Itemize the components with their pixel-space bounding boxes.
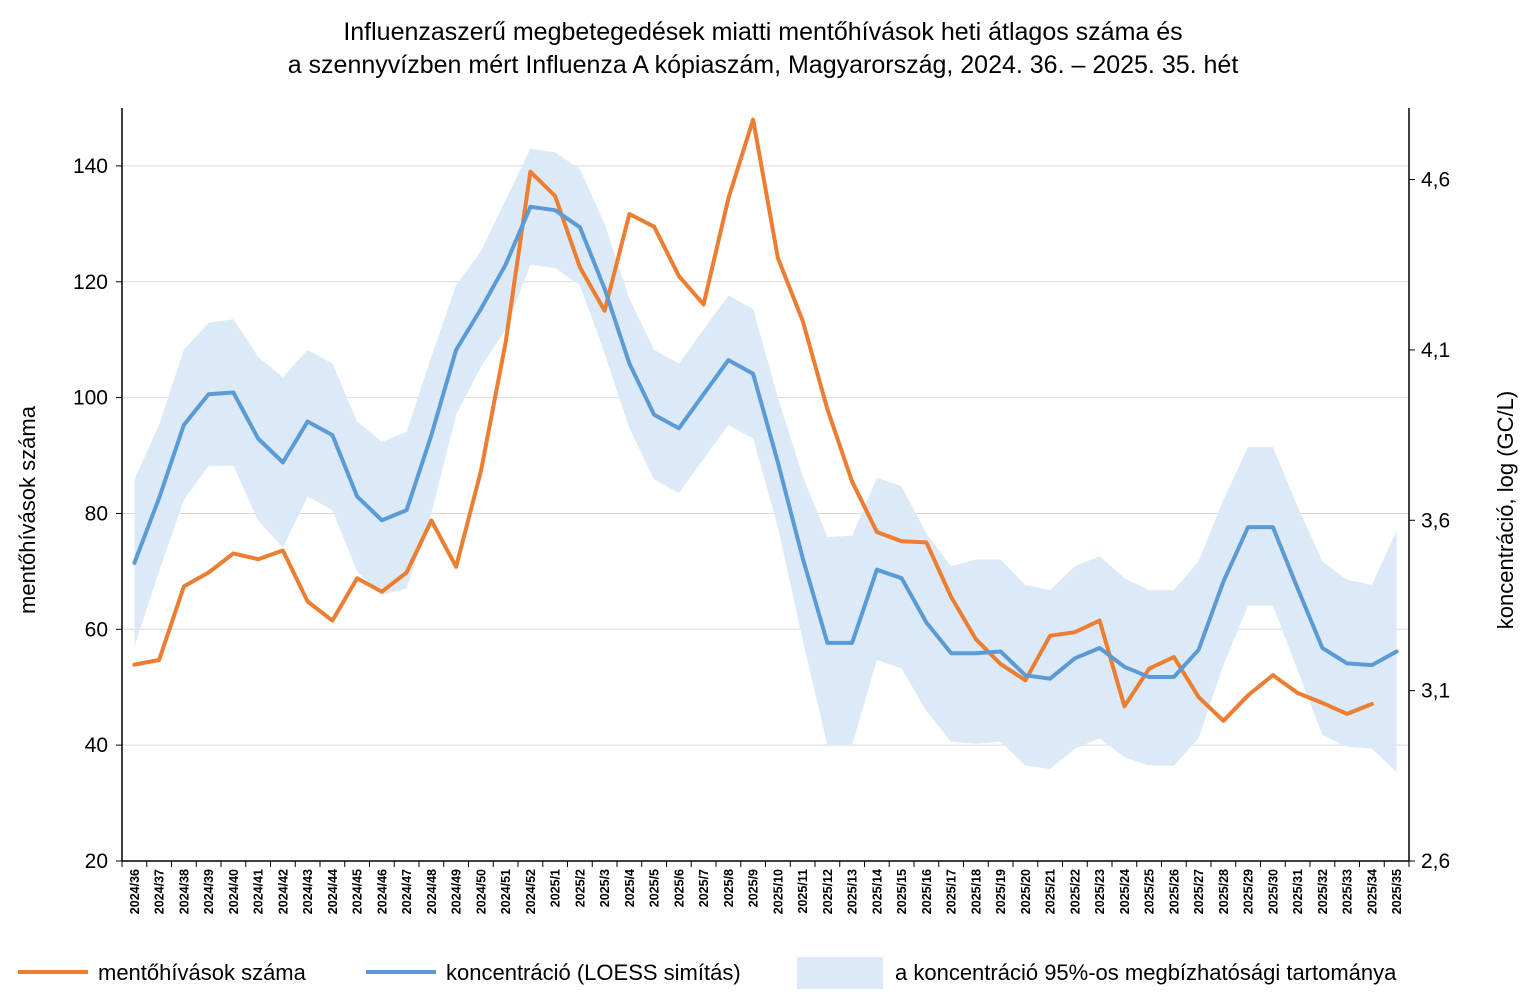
chart-title-line: a szennyvízben mért Influenza A kópiaszá… bbox=[288, 51, 1239, 79]
confidence-band-area bbox=[134, 148, 1397, 773]
x-tick-label: 2024/42 bbox=[276, 869, 290, 914]
y-right-tick-label: 3,6 bbox=[1421, 509, 1450, 532]
x-tick-label: 2024/50 bbox=[474, 869, 488, 914]
x-tick-label: 2025/9 bbox=[747, 869, 761, 907]
y-left-tick-label: 120 bbox=[73, 271, 108, 294]
y-left-tick-label: 60 bbox=[85, 618, 108, 641]
legend-label: a koncentráció 95%-os megbízhatósági tar… bbox=[895, 960, 1397, 985]
x-tick-label: 2024/44 bbox=[326, 869, 340, 914]
x-tick-label: 2025/35 bbox=[1390, 869, 1404, 914]
x-tick-label: 2025/26 bbox=[1167, 869, 1181, 914]
legend-label: koncentráció (LOESS simítás) bbox=[446, 960, 741, 985]
y-left-tick-label: 140 bbox=[73, 155, 108, 178]
x-tick-label: 2025/14 bbox=[870, 869, 884, 914]
x-tick-label: 2025/23 bbox=[1093, 869, 1107, 914]
y-right-axis-title: koncentráció, log (GC/L) bbox=[1493, 391, 1518, 629]
x-tick-label: 2025/22 bbox=[1068, 869, 1082, 914]
x-tick-label: 2025/2 bbox=[573, 869, 587, 907]
x-tick-label: 2025/30 bbox=[1266, 869, 1280, 914]
y-left-tick-label: 100 bbox=[73, 387, 108, 410]
series-line bbox=[132, 117, 1374, 723]
x-tick-label: 2025/28 bbox=[1217, 869, 1231, 914]
x-tick-label: 2024/47 bbox=[400, 869, 414, 914]
axes: 20 40 60 80 100 120 140 2,6 3,1 3,6 4,1 4,6 2024/36 2… bbox=[15, 108, 1518, 914]
y-left-tick-label: 40 bbox=[85, 734, 108, 757]
series-lines bbox=[132, 117, 1399, 723]
x-tick-label: 2025/3 bbox=[598, 869, 612, 907]
x-tick-label: 2024/38 bbox=[177, 869, 191, 914]
x-tick-label: 2024/49 bbox=[450, 869, 464, 914]
x-tick-label: 2025/33 bbox=[1341, 869, 1355, 914]
chart-title: Influenzaszerű megbetegedések miatti men… bbox=[288, 18, 1239, 79]
x-tick-label: 2025/11 bbox=[796, 869, 810, 914]
x-tick-label: 2024/46 bbox=[375, 869, 389, 914]
x-tick-label: 2025/31 bbox=[1291, 869, 1305, 914]
series-line bbox=[132, 204, 1399, 681]
x-tick-label: 2024/51 bbox=[499, 869, 513, 914]
legend-swatch-band bbox=[797, 957, 883, 989]
x-tick-label: 2025/24 bbox=[1118, 869, 1132, 914]
y-right-tick-label: 4,6 bbox=[1421, 169, 1450, 192]
x-tick-label: 2025/16 bbox=[920, 869, 934, 914]
x-tick-label: 2025/4 bbox=[623, 869, 637, 907]
x-tick-label: 2025/27 bbox=[1192, 869, 1206, 914]
x-tick-label: 2024/41 bbox=[252, 869, 266, 914]
x-tick-label: 2025/5 bbox=[648, 869, 662, 907]
x-tick-label: 2024/48 bbox=[425, 869, 439, 914]
x-tick-label: 2025/20 bbox=[1019, 869, 1033, 914]
confidence-band bbox=[134, 148, 1397, 773]
x-tick-label: 2025/12 bbox=[821, 869, 835, 914]
x-tick-label: 2024/45 bbox=[351, 869, 365, 914]
x-tick-label: 2024/40 bbox=[227, 869, 241, 914]
x-tick-label: 2024/39 bbox=[202, 869, 216, 914]
x-tick-label: 2025/13 bbox=[846, 869, 860, 914]
x-tick-label: 2025/6 bbox=[672, 869, 686, 907]
x-tick-label: 2025/10 bbox=[771, 869, 785, 914]
x-tick-label: 2024/43 bbox=[301, 869, 315, 914]
y-left-tick-label: 20 bbox=[85, 850, 108, 873]
y-right-tick-label: 3,1 bbox=[1421, 680, 1450, 703]
x-tick-label: 2025/7 bbox=[697, 869, 711, 907]
y-left-tick-label: 80 bbox=[85, 502, 108, 525]
x-tick-label: 2025/34 bbox=[1365, 869, 1379, 914]
x-tick-label: 2024/36 bbox=[128, 869, 142, 914]
x-tick-label: 2025/1 bbox=[549, 869, 563, 907]
y-left-axis-title: mentőhívások száma bbox=[15, 405, 40, 614]
x-tick-label: 2025/17 bbox=[945, 869, 959, 914]
legend-label: mentőhívások száma bbox=[98, 960, 307, 985]
x-tick-label: 2025/29 bbox=[1242, 869, 1256, 914]
legend: mentőhívások száma koncentráció (LOESS si… bbox=[18, 957, 1397, 989]
x-tick-label: 2025/8 bbox=[722, 869, 736, 907]
x-tick-label: 2025/25 bbox=[1143, 869, 1157, 914]
y-right-tick-label: 2,6 bbox=[1421, 850, 1450, 873]
x-tick-label: 2024/37 bbox=[153, 869, 167, 914]
x-tick-label: 2025/21 bbox=[1044, 869, 1058, 914]
x-tick-label: 2025/19 bbox=[994, 869, 1008, 914]
x-tick-label: 2025/18 bbox=[969, 869, 983, 914]
x-tick-label: 2025/32 bbox=[1316, 869, 1330, 914]
y-right-tick-label: 4,1 bbox=[1421, 339, 1450, 362]
x-tick-label: 2024/52 bbox=[524, 869, 538, 914]
x-tick-label: 2025/15 bbox=[895, 869, 909, 914]
chart-title-line: Influenzaszerű megbetegedések miatti men… bbox=[343, 18, 1182, 46]
